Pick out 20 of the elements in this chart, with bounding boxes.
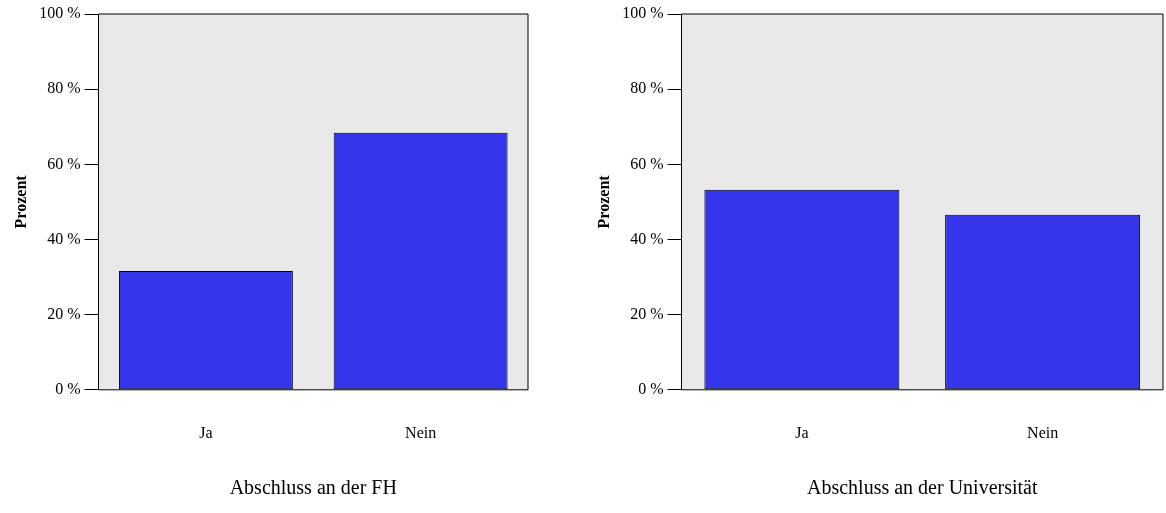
y-tick-label: 20 % (630, 304, 664, 322)
x-tick-label: Nein (1027, 423, 1059, 441)
y-tick-label: 80 % (630, 79, 664, 97)
x-tick-label: Ja (795, 423, 809, 441)
x-tick-label: Ja (199, 423, 213, 441)
x-tick-label: Nein (405, 423, 437, 441)
y-tick-label: 0 % (638, 380, 664, 397)
y-tick-label: 40 % (47, 229, 81, 247)
y-axis-title: Prozent (594, 174, 612, 229)
y-tick-label: 0 % (55, 380, 81, 397)
y-tick-label: 80 % (47, 79, 81, 97)
y-tick-label: 100 % (39, 4, 81, 22)
y-tick-label: 60 % (47, 154, 81, 172)
y-tick-label: 100 % (622, 4, 664, 22)
x-axis-title: Abschluss an der FH (229, 476, 397, 499)
y-tick-label: 20 % (47, 304, 81, 322)
y-tick-label: 40 % (630, 229, 664, 247)
x-axis-title: Abschluss an der Universität (807, 476, 1038, 499)
y-axis-title: Prozent (11, 174, 29, 229)
y-tick-label: 60 % (630, 154, 664, 172)
